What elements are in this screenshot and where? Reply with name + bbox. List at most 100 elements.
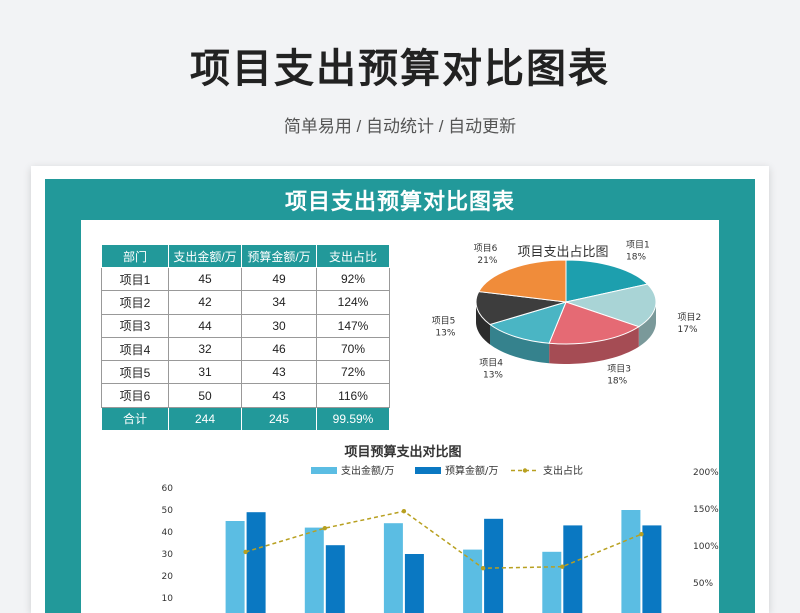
- line-point: [639, 532, 644, 537]
- table-cell[interactable]: 116%: [316, 383, 390, 408]
- pie-label: 项目1: [626, 240, 650, 251]
- left-axis-tick: 20: [162, 572, 174, 582]
- column-header: 支出金额/万: [168, 244, 242, 268]
- table-cell[interactable]: 45: [168, 266, 242, 292]
- pie-slice-side: [476, 302, 491, 345]
- legend-swatch: [415, 467, 441, 474]
- pie-slice: [488, 301, 567, 344]
- line-point: [243, 549, 248, 555]
- legend-label: 预算金额/万: [445, 464, 498, 477]
- column-header: 部门: [101, 244, 169, 268]
- legend-label: 支出占比: [543, 464, 583, 477]
- pie-slice: [548, 301, 640, 345]
- table-cell[interactable]: 项目5: [101, 360, 169, 385]
- sheet-title: 项目支出预算对比图表: [284, 189, 515, 214]
- line-point: [401, 509, 407, 514]
- bar: [542, 551, 562, 613]
- bar: [225, 521, 245, 613]
- legend-marker: [522, 468, 528, 473]
- pie-label: 项目4: [479, 357, 503, 368]
- ratio-line: [245, 510, 642, 569]
- page-title: 项目支出预算对比图表: [190, 47, 610, 91]
- column-header: 支出占比: [316, 244, 390, 268]
- table-row: 项目6 50 43 116%: [101, 383, 390, 408]
- table-cell[interactable]: 30: [241, 313, 317, 338]
- bar: [484, 518, 504, 613]
- table-header-row: 部门 支出金额/万 预算金额/万 支出占比: [101, 244, 390, 268]
- table-cell[interactable]: 245: [241, 406, 317, 432]
- pie-label: 项目3: [607, 364, 631, 375]
- pie-slice-side: [490, 324, 550, 364]
- bar: [325, 545, 345, 613]
- left-axis-tick: 30: [162, 550, 174, 560]
- bar: [621, 510, 641, 613]
- pie-slice: [478, 259, 567, 303]
- table-row: 项目5 31 43 72%: [101, 360, 390, 385]
- table-total-row: 合计 244 245 99.59%: [101, 406, 390, 432]
- table-cell[interactable]: 43: [241, 360, 317, 385]
- pie-slice: [564, 283, 657, 328]
- table-row: 项目3 44 30 147%: [101, 313, 390, 338]
- left-axis-tick: 40: [162, 528, 174, 538]
- table-cell[interactable]: 34: [241, 290, 317, 315]
- table-cell[interactable]: 46: [241, 336, 317, 362]
- table-cell[interactable]: 99.59%: [316, 406, 390, 432]
- left-axis-tick: 60: [162, 484, 174, 494]
- pie-slice-side: [549, 326, 639, 364]
- right-axis-tick: 100%: [693, 542, 719, 552]
- column-header: 预算金额/万: [241, 244, 317, 268]
- line-point: [322, 526, 327, 531]
- legend-label: 支出金额/万: [341, 464, 394, 477]
- bar: [463, 549, 483, 613]
- pie-percent-label: 13%: [483, 370, 503, 380]
- table-cell[interactable]: 44: [168, 313, 242, 338]
- bar-chart-legend: 支出金额/万 预算金额/万 支出占比: [311, 464, 583, 477]
- bar: [246, 512, 266, 613]
- table-cell[interactable]: 147%: [316, 313, 390, 338]
- pie-label: 项目5: [432, 316, 456, 327]
- left-axis-tick: 50: [162, 506, 174, 516]
- bar: [304, 527, 324, 613]
- pie-chart-title: 项目支出占比图: [517, 245, 608, 260]
- page-subtitle: 简单易用 / 自动统计 / 自动更新: [283, 117, 517, 136]
- table-cell[interactable]: 项目3: [101, 313, 169, 338]
- line-point: [560, 564, 565, 569]
- table-cell[interactable]: 项目2: [101, 290, 169, 315]
- left-axis-tick: 10: [162, 594, 174, 604]
- right-axis-tick: 50%: [693, 579, 713, 589]
- data-table: 部门 支出金额/万 预算金额/万 支出占比 项目1 45 49 92% 项目2: [101, 244, 390, 432]
- sheet-content: 部门 支出金额/万 预算金额/万 支出占比 项目1 45 49 92% 项目2: [81, 220, 719, 613]
- bar-chart: 项目预算支出对比图 支出金额/万 预算金额/万 支出占比 60 50 40 30 20 1…: [162, 444, 719, 613]
- table-cell[interactable]: 31: [168, 360, 242, 385]
- pie-label: 项目2: [678, 312, 702, 323]
- pie-percent-label: 18%: [626, 253, 646, 263]
- table-cell[interactable]: 项目4: [101, 336, 169, 362]
- bar: [563, 525, 583, 613]
- table-row: 项目2 42 34 124%: [101, 290, 390, 315]
- bar-chart-title: 项目预算支出对比图: [344, 444, 461, 460]
- pie-percent-label: 13%: [435, 329, 455, 339]
- table-cell[interactable]: 42: [168, 290, 242, 315]
- pie-percent-label: 18%: [607, 377, 627, 387]
- table-cell[interactable]: 32: [168, 336, 242, 362]
- table-cell[interactable]: 72%: [316, 360, 390, 385]
- preview-card: 项目支出预算对比图表 部门 支出金额/万 预算金额/万 支出占比 项目1 45 …: [31, 166, 769, 613]
- table-cell[interactable]: 项目1: [101, 266, 169, 292]
- table-cell[interactable]: 49: [241, 266, 317, 292]
- pie-label: 项目6: [474, 243, 498, 254]
- table-cell[interactable]: 124%: [316, 290, 390, 315]
- table-cell[interactable]: 合计: [101, 406, 169, 432]
- table-cell[interactable]: 244: [168, 406, 242, 432]
- table-cell[interactable]: 项目6: [101, 383, 169, 408]
- table-cell[interactable]: 92%: [316, 266, 390, 292]
- pie-slice-side: [638, 302, 656, 347]
- pie-slice: [565, 259, 649, 303]
- table-cell[interactable]: 70%: [316, 336, 390, 362]
- right-axis-tick: 200%: [693, 468, 719, 478]
- bar: [404, 554, 424, 613]
- pie-chart: 项目支出占比图 项目1 18% 项目2 17% 项目3 18% 项目4 13% 项目5 13% 项目…: [432, 240, 702, 387]
- table-cell[interactable]: 50: [168, 383, 242, 408]
- bar: [642, 525, 662, 613]
- table-cell[interactable]: 43: [241, 383, 317, 408]
- right-axis-tick: 150%: [693, 505, 719, 515]
